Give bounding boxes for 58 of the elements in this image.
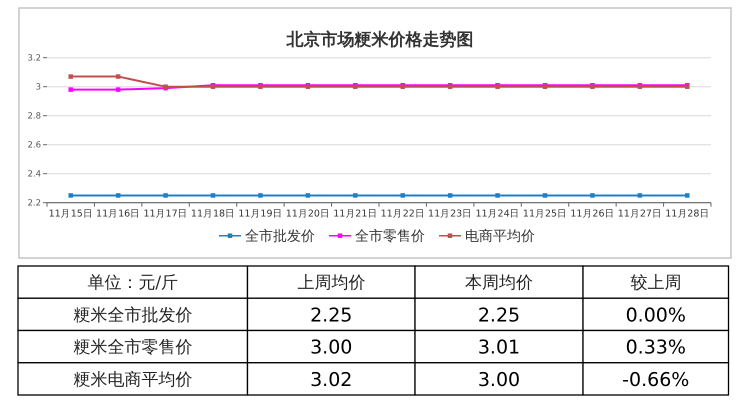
point <box>68 87 73 92</box>
y-tick-label: 2.4 <box>27 170 41 180</box>
point <box>590 193 595 198</box>
y-tick-label: 2.2 <box>27 198 41 209</box>
x-tick-label: 11月18日 <box>190 208 236 220</box>
point <box>210 193 216 198</box>
table-value: 3.01 <box>478 336 520 359</box>
x-tick-label: 11月20日 <box>286 208 330 220</box>
y-tick-label: 2.6 <box>27 140 41 151</box>
x-tick-label: 11月24日 <box>475 208 520 220</box>
point <box>542 193 548 198</box>
x-tick-label: 11月15日 <box>48 208 93 220</box>
row-header: 粳米全市批发价 <box>73 305 192 326</box>
x-tick-label: 11月23日 <box>428 208 472 220</box>
table-value: 3.00 <box>478 368 520 391</box>
point <box>116 87 120 92</box>
y-tick-label: 3 <box>36 82 41 93</box>
table-value: 0.00% <box>626 304 686 326</box>
column-header: 较上周 <box>630 273 682 294</box>
point <box>116 74 120 79</box>
x-tick-label: 11月19日 <box>238 208 283 220</box>
point <box>495 193 500 198</box>
y-tick-label: 3.2 <box>27 54 41 64</box>
x-tick-label: 11月21日 <box>333 208 378 220</box>
point <box>685 193 690 198</box>
column-header: 本周均价 <box>465 273 533 294</box>
legend-label: 电商平均价 <box>465 228 535 245</box>
point <box>400 193 405 198</box>
x-tick-label: 11月28日 <box>665 208 710 220</box>
x-tick-label: 11月25日 <box>522 208 568 220</box>
table-note: 单位：元/斤 <box>87 273 178 294</box>
title: 北京市场粳米价格走势图 <box>286 30 474 50</box>
table-value: 0.33% <box>626 336 686 359</box>
point <box>116 193 120 198</box>
row-header: 粳米电商平均价 <box>73 370 192 390</box>
table-value: 2.25 <box>478 304 520 326</box>
point <box>306 193 310 198</box>
x-tick-label: 11月27日 <box>618 208 662 220</box>
point <box>163 193 168 198</box>
x-tick-label: 11月16日 <box>96 208 140 220</box>
point <box>448 193 452 198</box>
row-header: 粳米全市零售价 <box>73 338 192 358</box>
point <box>68 74 73 79</box>
y-tick-label: 2.8 <box>27 112 41 122</box>
column-header: 上周均价 <box>297 273 366 294</box>
x-tick-label: 11月17日 <box>143 208 188 220</box>
legend-label: 全市零售价 <box>355 228 425 245</box>
legend-label: 全市批发价 <box>245 228 315 245</box>
table-value: 2.25 <box>310 304 352 326</box>
table-value: -0.66% <box>622 368 690 391</box>
point <box>638 193 642 198</box>
point <box>68 193 73 198</box>
x-tick-label: 11月22日 <box>380 208 425 220</box>
table-value: 3.02 <box>310 368 352 391</box>
point <box>258 193 263 198</box>
table-value: 3.00 <box>310 336 352 359</box>
point <box>353 193 358 198</box>
x-tick-label: 11月26日 <box>570 208 615 220</box>
